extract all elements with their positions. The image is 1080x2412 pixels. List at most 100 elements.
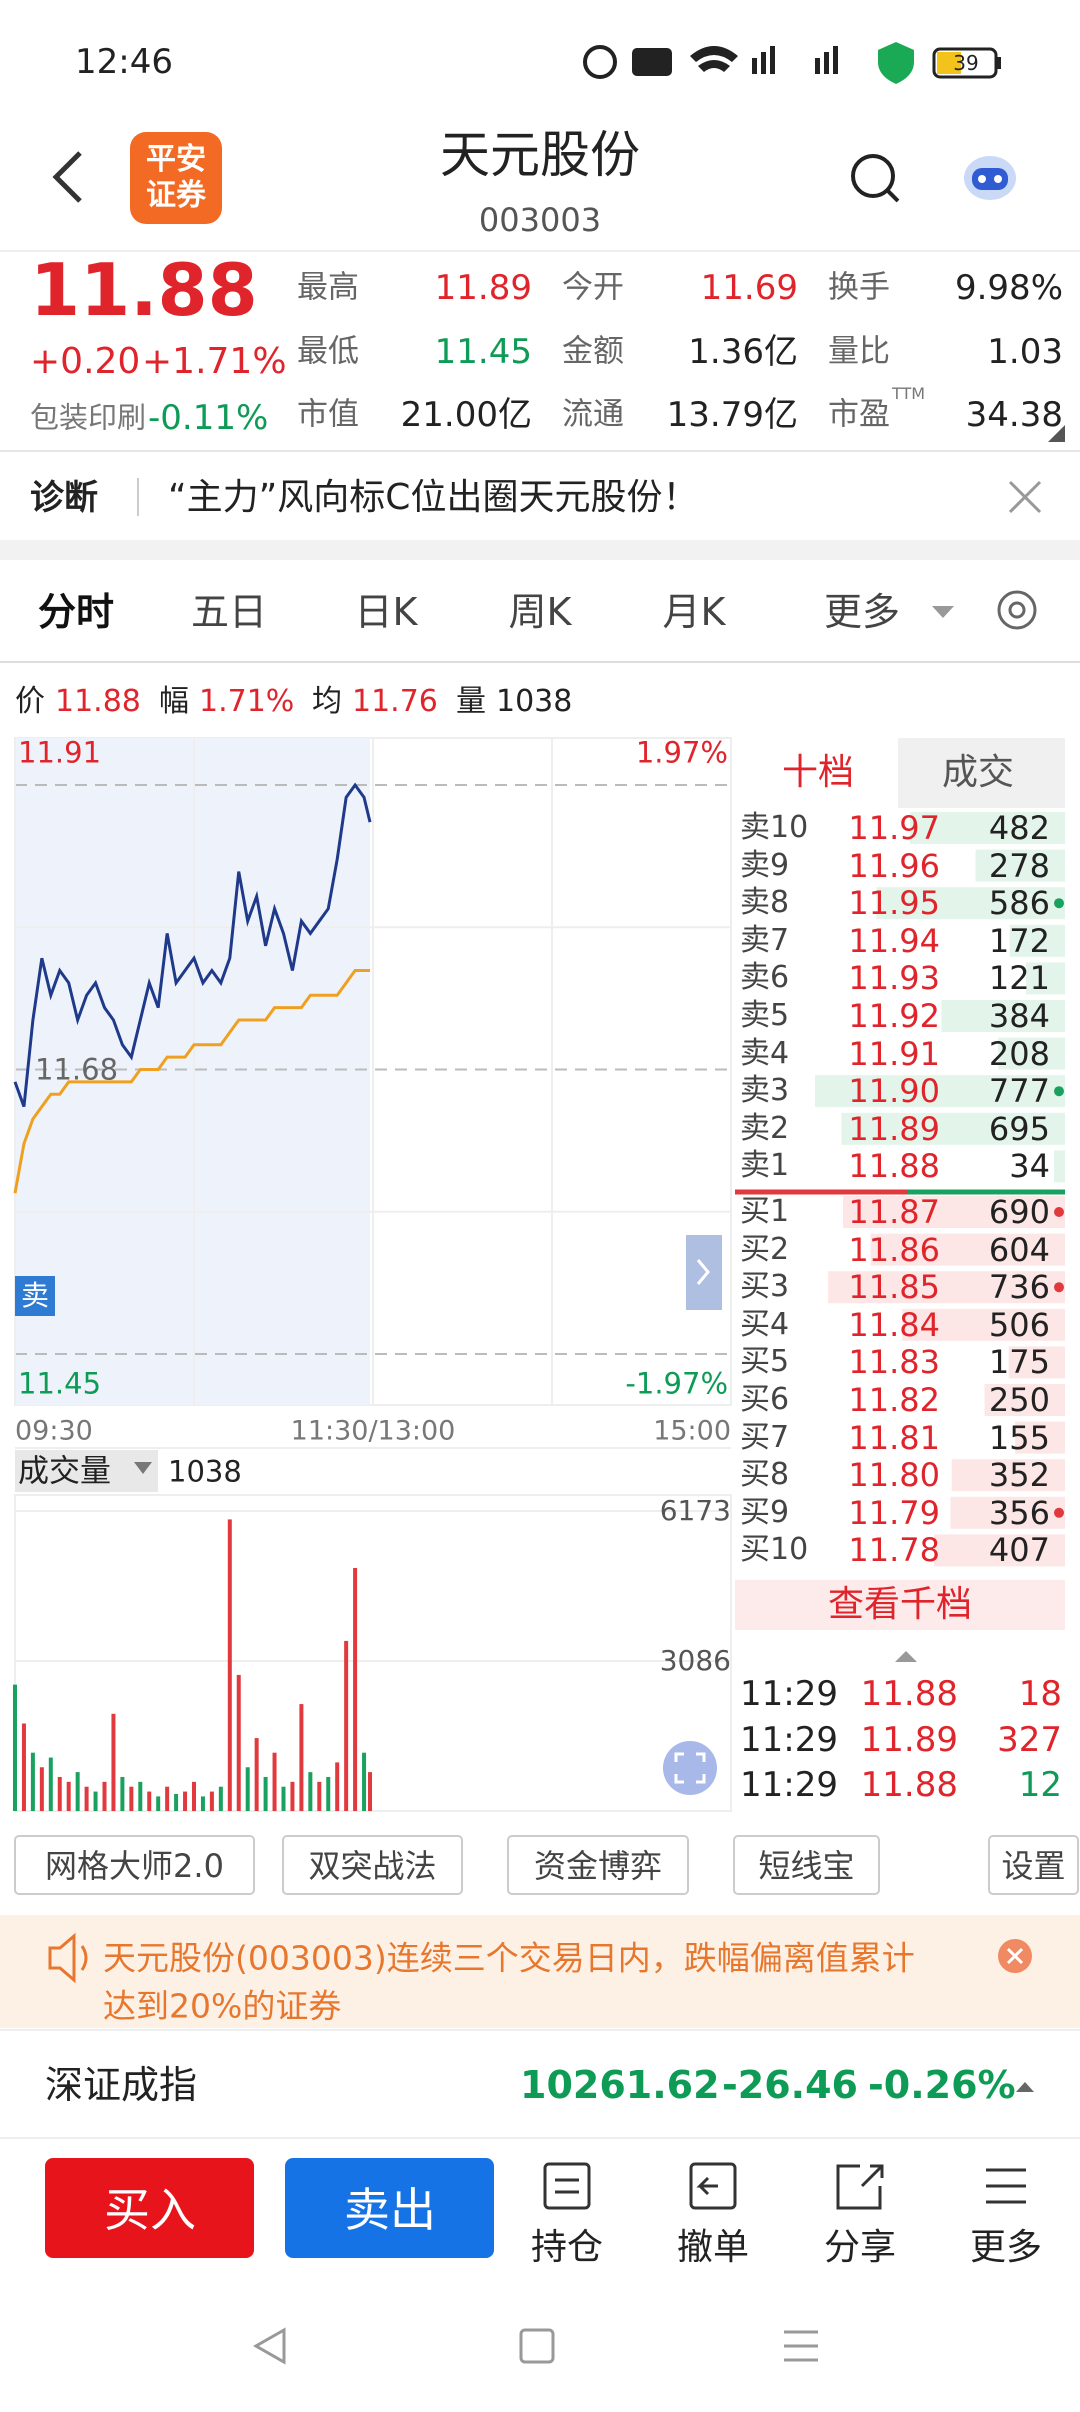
change-pct: +1.71% [142,341,287,382]
tool-label[interactable]: 设置 [1001,1847,1066,1885]
tool-button[interactable] [14,1835,255,1895]
book-price: 11.84 [848,1305,940,1344]
buy-button[interactable] [45,2158,254,2258]
book-volume: 777 [988,1072,1050,1111]
depth-bar [909,812,1065,844]
book-price: 11.82 [848,1381,940,1419]
depth-bar [934,1534,1065,1567]
stat-label: 量比 [828,333,890,370]
chart-title: 成交量 [18,1453,111,1490]
settings-icon[interactable] [997,590,1037,630]
book-level: 卖9 [740,847,790,883]
volume-bar [335,1762,340,1811]
book-volume: 208 [988,1034,1050,1073]
logo [130,132,222,224]
sector: 包装印刷 [30,400,147,435]
volume-bar [308,1772,313,1811]
trade-price: 11.89 [860,1719,958,1760]
y-tick-label: 6173 [659,1494,731,1527]
tab[interactable]: 月K [662,590,726,634]
stat-value: 13.79亿 [666,395,798,435]
volume-bar [200,1796,205,1811]
elapsed-area [15,738,371,1405]
book-volume: 278 [988,846,1050,885]
book-tab[interactable]: 成交 [942,752,1015,793]
book-dot [1054,1086,1064,1097]
tool-label[interactable]: 双突战法 [308,1847,437,1885]
sector-change: -0.11% [148,398,269,438]
book-price: 11.88 [848,1147,940,1186]
info-label: 价 [15,684,45,719]
book-level: 卖6 [740,960,790,996]
stat-label: 今开 [562,269,624,306]
book-volume: 172 [988,921,1050,960]
book-volume: 506 [988,1305,1050,1344]
tab[interactable]: 五日 [190,590,268,634]
volume-bar [129,1786,134,1811]
change: +0.20 [30,341,141,382]
tab[interactable]: 周K [508,590,572,634]
expand-icon[interactable] [663,1741,717,1795]
alert-close[interactable] [998,1939,1032,1973]
book-volume: 604 [988,1230,1050,1269]
action-label[interactable]: 持仓 [530,2227,604,2268]
book-price: 11.85 [848,1268,940,1307]
tool-label[interactable]: 资金博弈 [533,1847,663,1885]
depth-bar [1009,924,1065,957]
tool-label[interactable]: 短线宝 [758,1847,855,1885]
book-volume: 356 [988,1493,1050,1532]
buy-label[interactable]: 买入 [104,2183,196,2237]
volume-bar [84,1786,89,1811]
book-volume: 690 [988,1193,1050,1231]
x-tick-label: 15:00 [653,1415,731,1447]
x-tick-label: 09:30 [15,1415,93,1447]
trade-price: 11.88 [860,1674,958,1714]
tool-label[interactable]: 网格大师2.0 [45,1847,224,1885]
volume-bar [353,1568,358,1811]
volume-bar [165,1786,170,1811]
tab[interactable]: 日K [354,590,418,634]
action-label[interactable]: 撤单 [676,2227,750,2268]
depth-bar [841,1112,1065,1145]
tab[interactable]: 分时 [37,590,115,634]
tool-button[interactable] [282,1835,463,1895]
volume-bar [183,1791,188,1811]
book-level: 买8 [740,1457,790,1493]
book-level: 买9 [740,1494,790,1530]
back-icon[interactable] [52,151,82,203]
action-label[interactable]: 分享 [823,2227,897,2268]
book-volume: 586 [988,884,1050,923]
tab[interactable]: 更多 [823,590,901,634]
volume-bar [326,1776,331,1811]
alert-text: 天元股份(003003)连续三个交易日内，跌幅偏离值累计 [103,1938,915,1978]
diagnosis-text[interactable]: “主力”风向标C位出圈天元股份！ [168,477,699,518]
close-icon[interactable] [1008,480,1042,514]
book-volume: 352 [988,1456,1050,1495]
depth-bar [998,1037,1065,1070]
depth-bar [1054,1150,1065,1183]
book-tab[interactable]: 十档 [782,752,855,793]
status-icons [583,42,1001,84]
trade-time: 11:29 [740,1765,838,1805]
book-level: 卖1 [740,1148,790,1184]
search-icon[interactable] [851,154,895,198]
volume-bar [218,1786,223,1811]
side-tab[interactable] [686,1235,722,1310]
robot-icon[interactable] [964,156,1016,200]
book-volume: 155 [988,1418,1050,1457]
book-level: 卖10 [740,810,809,845]
depth-bar [876,887,1065,920]
tool-button[interactable] [507,1835,689,1895]
sell-button[interactable] [285,2158,494,2258]
price-line [13,969,371,1194]
volume-bar [66,1781,71,1811]
book-more[interactable]: 查看千档 [827,1584,973,1625]
sell-label[interactable]: 卖出 [344,2183,436,2237]
info-value: 1038 [496,684,573,719]
tool-button[interactable] [988,1835,1079,1895]
tool-button[interactable] [733,1835,880,1895]
action-label[interactable]: 更多 [969,2227,1043,2268]
volume-bar [281,1786,286,1811]
volume-bar [299,1704,304,1811]
